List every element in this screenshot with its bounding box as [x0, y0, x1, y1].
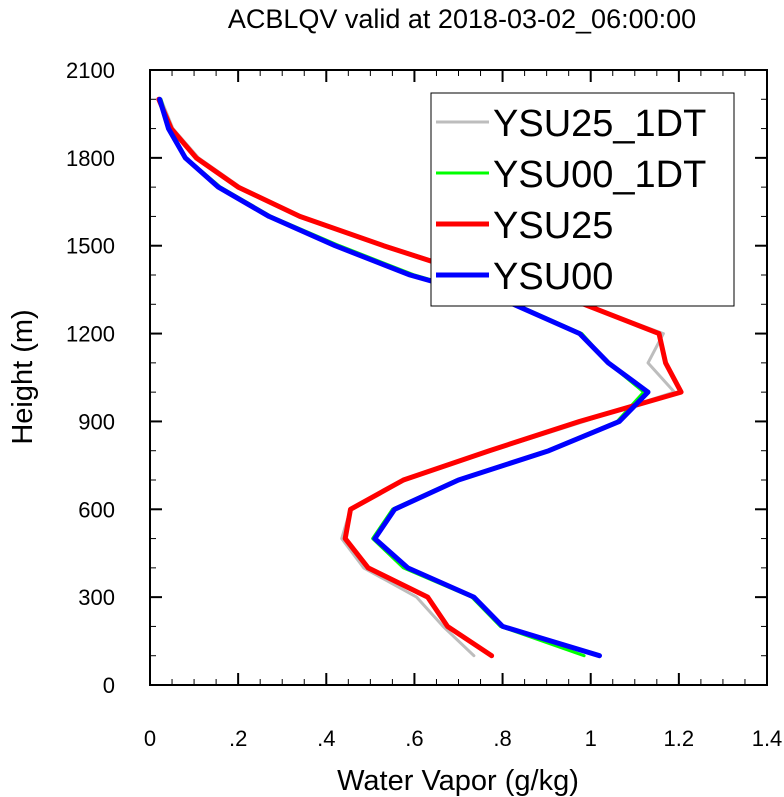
series-lines — [156, 96, 684, 659]
y-axis-ticks: 0 300 600 900 1200 1500 1800 2100 — [66, 58, 767, 698]
chart-title: ACBLQV valid at 2018-03-02_06:00:00 — [228, 4, 696, 34]
y-tick-label: 1800 — [66, 146, 115, 171]
x-tick-label: 1 — [585, 726, 597, 751]
x-tick-label: .8 — [493, 726, 511, 751]
y-tick-label: 900 — [78, 409, 115, 434]
y-tick-label: 600 — [78, 497, 115, 522]
x-tick-label: 1.4 — [752, 726, 783, 751]
y-tick-label: 2100 — [66, 58, 115, 83]
legend-frame — [430, 92, 735, 307]
x-tick-label: .6 — [405, 726, 423, 751]
series-line-ysu25 — [156, 96, 684, 659]
y-axis-label: Height (m) — [7, 309, 39, 444]
y-tick-label: 300 — [78, 585, 115, 610]
legend: YSU25_1DT YSU00_1DT YSU25 YSU00 — [430, 92, 735, 307]
legend-label: YSU00_1DT — [493, 154, 706, 196]
legend-label: YSU25_1DT — [493, 103, 706, 145]
legend-label: YSU25 — [493, 205, 613, 247]
x-tick-label: .4 — [317, 726, 335, 751]
plot-frame — [149, 69, 768, 686]
y-tick-label: 1500 — [66, 234, 115, 259]
legend-label: YSU00 — [493, 256, 613, 298]
y-tick-label: 0 — [103, 673, 115, 698]
x-tick-label: 0 — [144, 726, 156, 751]
x-tick-label: .2 — [229, 726, 247, 751]
x-tick-label: 1.2 — [664, 726, 695, 751]
y-tick-label: 1200 — [66, 322, 115, 347]
series-line-ysu00 — [157, 96, 651, 659]
x-axis-label: Water Vapor (g/kg) — [337, 765, 579, 797]
